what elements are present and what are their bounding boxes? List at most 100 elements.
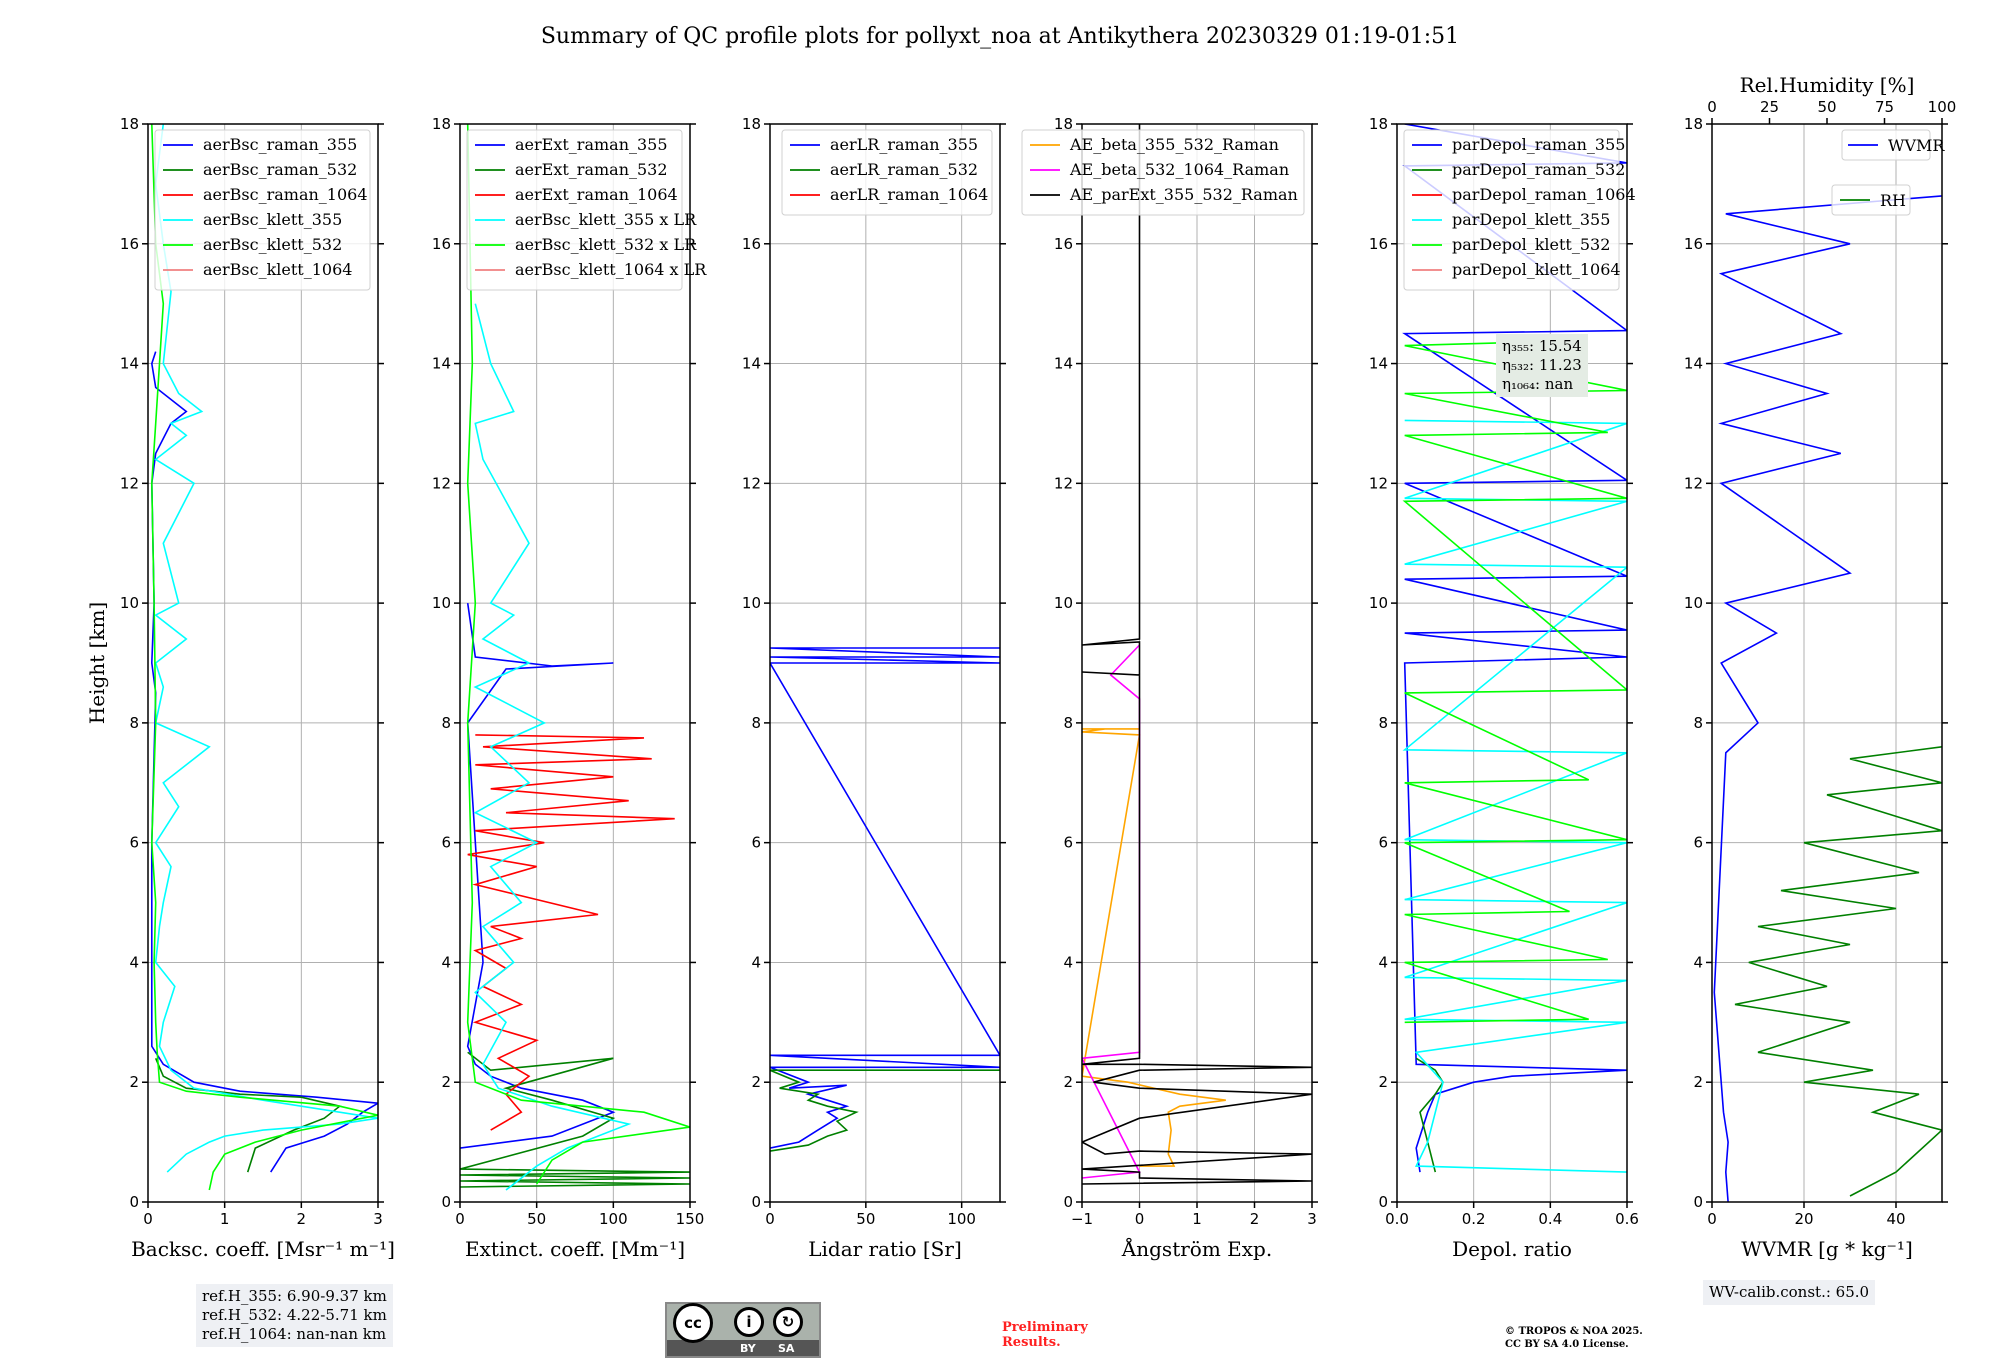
y-tick-label: 16 xyxy=(432,235,451,253)
plot-frame xyxy=(1081,123,1313,1203)
legend: aerExt_raman_355 aerExt_raman_532 aerExt_r… xyxy=(466,129,707,291)
eta-355: η₃₅₅: 15.54 xyxy=(1502,337,1582,355)
y-tick-label: 6 xyxy=(1378,834,1388,852)
y-tick-label: 16 xyxy=(120,235,139,253)
figure-title: Summary of QC profile plots for pollyxt_… xyxy=(541,24,1459,49)
y-tick-label: 10 xyxy=(1369,594,1388,612)
legend-frame xyxy=(781,129,993,216)
y-tick-label: 14 xyxy=(120,355,139,373)
x-tick-label: 40 xyxy=(1886,1210,1905,1228)
y-tick-label: 0 xyxy=(441,1193,451,1211)
y-tick-label: 8 xyxy=(1063,714,1073,732)
y-tick-label: 18 xyxy=(1684,115,1703,133)
y-tick-label: 0 xyxy=(1063,1193,1073,1211)
x-tick-label: 3 xyxy=(1307,1210,1317,1228)
preliminary-note: Preliminary Results. xyxy=(1002,1320,1088,1350)
reference-height-box: ref.H_355: 6.90-9.37 km ref.H_532: 4.22-… xyxy=(196,1284,393,1347)
y-tick-label: 12 xyxy=(120,474,139,492)
y-tick-label: 16 xyxy=(1054,235,1073,253)
x-axis-label: Depol. ratio xyxy=(1452,1237,1572,1261)
x-tick-label: 0.6 xyxy=(1615,1210,1639,1228)
legend-entry: parDepol_klett_1064 xyxy=(1452,260,1621,279)
legend: aerBsc_raman_355 aerBsc_raman_532 aerBsc_r… xyxy=(154,129,371,291)
legend-entry: AE_parExt_355_532_Raman xyxy=(1069,185,1298,204)
y-tick-label: 2 xyxy=(751,1073,761,1091)
top-x-tick-label: 75 xyxy=(1875,98,1894,116)
series-line-pardepol-raman-355 xyxy=(1402,124,1627,1173)
legend-frame xyxy=(1831,184,1911,216)
series-line-wvmr xyxy=(1713,195,1942,1202)
legend-entry: parDepol_raman_1064 xyxy=(1452,185,1636,204)
x-tick-label: 1 xyxy=(220,1210,230,1228)
x-tick-label: 0.0 xyxy=(1385,1210,1409,1228)
y-tick-label: 6 xyxy=(751,834,761,852)
legend-frame xyxy=(1021,129,1305,216)
y-tick-label: 14 xyxy=(1369,355,1388,373)
y-tick-label: 8 xyxy=(129,714,139,732)
y-tick-label: 0 xyxy=(1693,1193,1703,1211)
eta-1064: η₁₀₆₄: nan xyxy=(1502,375,1574,393)
x-tick-label: 100 xyxy=(947,1210,976,1228)
legend: parDepol_raman_355 parDepol_raman_532 parD… xyxy=(1403,129,1636,291)
legend-frame xyxy=(1403,129,1620,291)
x-tick-label: 20 xyxy=(1794,1210,1813,1228)
y-tick-label: 10 xyxy=(432,594,451,612)
legend-entry: aerBsc_klett_1064 xyxy=(203,260,352,279)
y-tick-label: 16 xyxy=(742,235,761,253)
copyright-line-1: © TROPOS & NOA 2025. xyxy=(1505,1326,1643,1337)
x-axis-label: Backsc. coeff. [Msr⁻¹ m⁻¹] xyxy=(131,1237,395,1261)
legend-entry: parDepol_raman_355 xyxy=(1452,135,1625,154)
series-line-aerbsc-klett-355 xyxy=(154,124,378,1173)
by-person-icon: i xyxy=(734,1307,764,1337)
legend-entry: parDepol_klett_355 xyxy=(1452,210,1610,229)
share-alike-icon: ↻ xyxy=(773,1307,803,1337)
y-tick-label: 2 xyxy=(1063,1073,1073,1091)
series-line-aerext-raman-532 xyxy=(460,1051,690,1188)
y-tick-label: 6 xyxy=(1063,834,1073,852)
y-tick-label: 4 xyxy=(1693,953,1703,971)
legend-entry: aerBsc_klett_532 x LR xyxy=(515,235,697,254)
legend: RH xyxy=(1831,184,1911,216)
legend-entry: AE_beta_355_532_Raman xyxy=(1069,135,1279,154)
panel-lidar-ratio: 0 50 100 0 2 4 6 8 10 12 14 16 18 Lidar ratio [Sr] aer… xyxy=(742,115,1006,1261)
x-tick-label: −1 xyxy=(1071,1210,1093,1228)
legend-frame xyxy=(1841,129,1931,161)
x-tick-label: 0 xyxy=(455,1210,465,1228)
cc-by-label: BY xyxy=(740,1342,756,1355)
x-tick-label: 1 xyxy=(1192,1210,1202,1228)
top-x-tick-label: 0 xyxy=(1707,98,1717,116)
y-tick-label: 2 xyxy=(1693,1073,1703,1091)
series-line-aerbsc-klett-532 xyxy=(150,124,378,1191)
x-tick-label: 150 xyxy=(676,1210,705,1228)
panel-wvmr: 0 20 40 0 2 4 6 8 10 12 14 16 18 WVMR [g * kg⁻¹] 0 25 50… xyxy=(1684,73,1956,1261)
y-tick-label: 6 xyxy=(1693,834,1703,852)
x-tick-label: 3 xyxy=(373,1210,383,1228)
legend-entry: aerExt_raman_532 xyxy=(515,160,668,179)
series-line-pardepol-klett-355 xyxy=(1402,419,1627,1173)
y-tick-label: 14 xyxy=(742,355,761,373)
y-tick-label: 8 xyxy=(441,714,451,732)
x-tick-label: 0 xyxy=(143,1210,153,1228)
x-axis-label: WVMR [g * kg⁻¹] xyxy=(1741,1237,1913,1261)
y-tick-label: 12 xyxy=(1684,474,1703,492)
y-tick-label: 0 xyxy=(129,1193,139,1211)
series-line-ae-beta-355-532-raman xyxy=(1082,728,1226,1167)
ref-height-355: ref.H_355: 6.90-9.37 km xyxy=(202,1287,387,1305)
legend-entry: aerBsc_klett_1064 x LR xyxy=(515,260,707,279)
y-tick-label: 8 xyxy=(1693,714,1703,732)
panel-depol: 0.0 0.2 0.4 0.6 0 2 4 6 8 10 12 14 16 18 Depol. ratio p… xyxy=(1369,115,1639,1261)
wv-calib-const: WV-calib.const.: 65.0 xyxy=(1709,1283,1870,1301)
legend-entry: WVMR xyxy=(1888,136,1945,155)
plot-frame xyxy=(1396,123,1628,1203)
y-tick-label: 18 xyxy=(120,115,139,133)
x-tick-label: 0 xyxy=(765,1210,775,1228)
x-axis-label: Ångström Exp. xyxy=(1121,1236,1272,1261)
x-tick-label: 2 xyxy=(1250,1210,1260,1228)
legend-frame xyxy=(154,129,371,291)
x-tick-label: 100 xyxy=(599,1210,628,1228)
x-tick-label: 0 xyxy=(1135,1210,1145,1228)
top-x-tick-label: 25 xyxy=(1760,98,1779,116)
legend: AE_beta_355_532_Raman AE_beta_532_1064_Ra… xyxy=(1021,129,1305,216)
